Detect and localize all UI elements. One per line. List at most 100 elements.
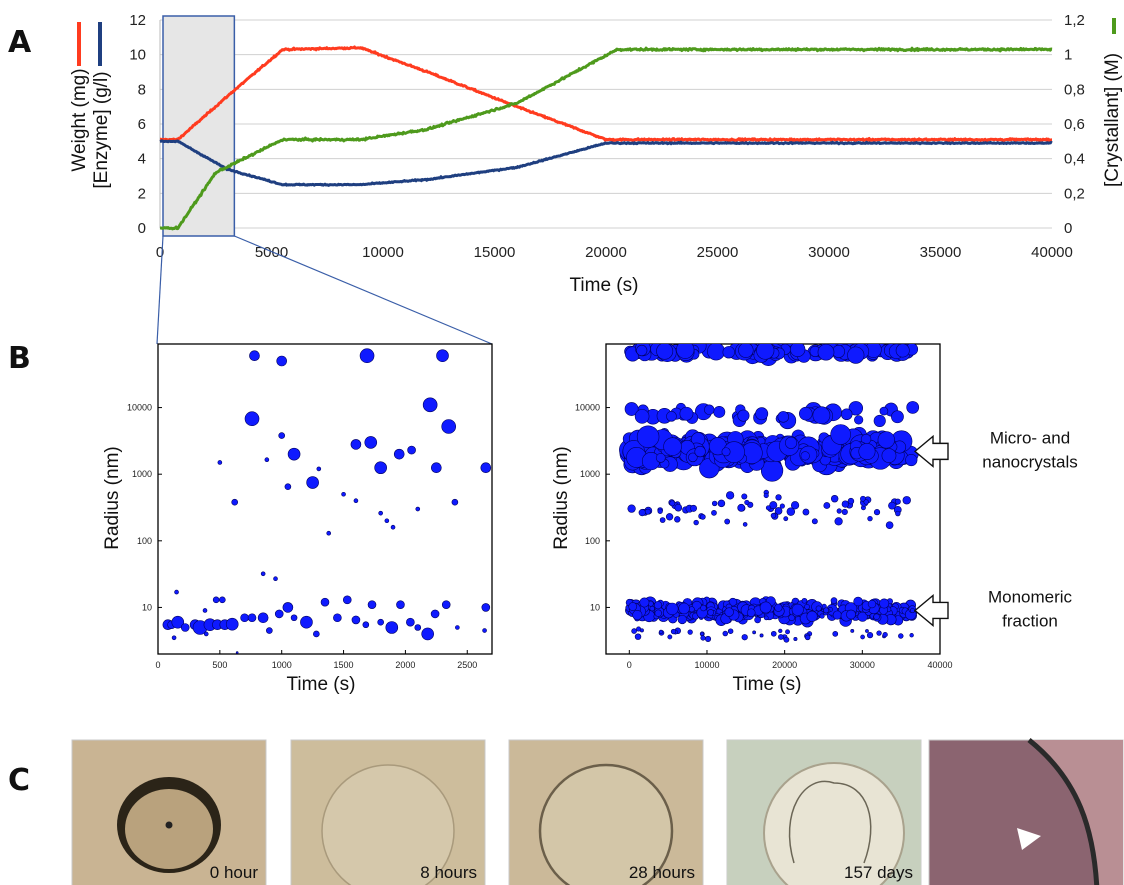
x-tick-label: 1500 <box>334 660 354 670</box>
y-tick-label: 10 <box>142 602 152 612</box>
y-tick-label-right: 1 <box>1064 47 1072 64</box>
data-point <box>898 633 904 639</box>
data-point <box>830 424 851 445</box>
y-axis-title: Radius (nm) <box>102 446 123 549</box>
data-point <box>876 630 882 636</box>
data-point <box>278 432 286 439</box>
data-point <box>244 411 260 427</box>
data-point <box>217 460 223 465</box>
data-point <box>765 505 771 511</box>
data-point <box>384 518 390 524</box>
data-point <box>830 597 838 604</box>
data-point <box>785 436 798 449</box>
data-point <box>905 453 918 467</box>
data-point <box>711 500 718 507</box>
data-point <box>700 635 706 641</box>
y-tick-label: 1000 <box>132 469 152 479</box>
x-tick-label: 10000 <box>362 244 404 261</box>
data-point <box>879 598 890 609</box>
photo-label: 8 hours <box>420 863 477 882</box>
data-point <box>774 507 783 515</box>
x-tick-label: 0 <box>156 244 164 261</box>
edge-region <box>1029 740 1123 885</box>
data-point <box>865 629 869 633</box>
droplet-ring <box>538 763 674 885</box>
data-point <box>180 623 190 632</box>
data-point <box>737 503 746 512</box>
plot-frame <box>157 343 493 655</box>
data-point <box>802 508 810 516</box>
data-point <box>791 603 804 616</box>
data-point <box>819 613 825 619</box>
data-point <box>276 355 288 367</box>
data-point <box>636 344 648 357</box>
data-point <box>866 632 874 639</box>
data-point <box>415 506 421 512</box>
data-point <box>202 608 208 613</box>
data-point <box>756 344 775 360</box>
x-tick-label: 30000 <box>808 244 850 261</box>
scatter-points <box>162 348 492 654</box>
data-point <box>378 510 383 516</box>
x-axis-title: Time (s) <box>570 275 639 296</box>
y-tick-label: 100 <box>137 536 152 546</box>
data-point <box>806 610 818 622</box>
data-point <box>676 344 695 359</box>
data-point <box>867 599 877 609</box>
data-point <box>455 625 460 630</box>
x-tick-label: 20000 <box>772 660 797 670</box>
data-point <box>385 621 399 634</box>
series-line-crystallant <box>159 46 1053 231</box>
data-point <box>628 602 638 611</box>
data-point <box>727 628 734 634</box>
data-point <box>804 634 811 641</box>
data-point <box>873 509 881 516</box>
data-point <box>778 628 783 634</box>
tick-labels: 0 5000 10000 15000 20000 25000 30000 35000 40000… <box>129 12 1085 261</box>
data-point <box>713 405 726 418</box>
data-point <box>313 630 320 638</box>
data-point <box>755 407 769 421</box>
data-point <box>777 411 790 423</box>
data-point <box>306 476 319 489</box>
y-tick-label-left: 2 <box>138 185 146 202</box>
data-point <box>891 410 904 424</box>
data-point <box>811 518 818 525</box>
data-point <box>655 453 666 463</box>
data-point <box>895 344 910 358</box>
data-point <box>235 651 239 654</box>
data-point <box>836 508 842 514</box>
data-point <box>687 629 693 635</box>
data-point <box>649 606 655 612</box>
data-point <box>247 613 257 623</box>
x-tick-label: 25000 <box>697 244 739 261</box>
data-point <box>364 436 378 449</box>
data-point <box>300 615 313 629</box>
data-point <box>451 498 459 506</box>
data-point <box>823 607 830 614</box>
data-point <box>351 615 361 625</box>
data-point <box>863 499 869 505</box>
data-point <box>441 600 451 609</box>
zoom-line-left <box>156 235 164 345</box>
data-point <box>421 627 434 641</box>
data-point <box>353 498 359 504</box>
data-point <box>774 603 783 612</box>
data-point <box>879 406 889 416</box>
y-tick-label: 100 <box>585 536 600 546</box>
data-point <box>799 406 813 421</box>
data-point <box>741 634 748 641</box>
y-tick-label: 1000 <box>580 469 600 479</box>
data-point <box>393 448 405 460</box>
data-point <box>367 600 377 609</box>
photo-panel: 28 hours <box>508 739 704 885</box>
data-point <box>665 513 674 521</box>
x-tick-label: 20000 <box>585 244 627 261</box>
droplet-core <box>125 789 213 869</box>
y-tick-label-left: 12 <box>129 12 146 29</box>
data-point <box>888 501 896 510</box>
data-point <box>422 397 438 413</box>
data-point <box>707 609 715 616</box>
data-point <box>848 401 864 416</box>
data-point <box>752 630 756 635</box>
